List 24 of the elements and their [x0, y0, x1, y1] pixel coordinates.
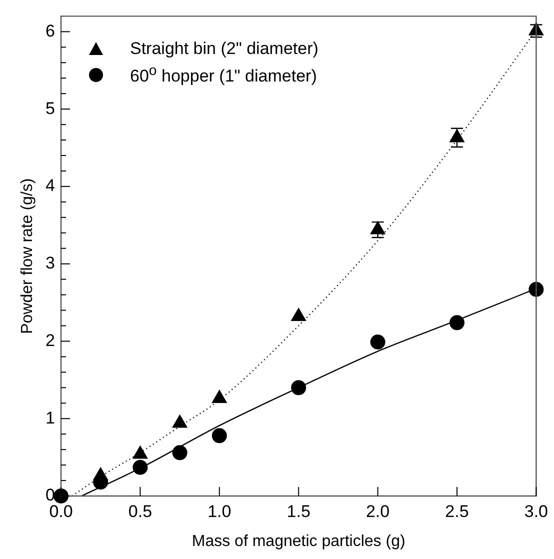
x-tick-label: 2.5: [445, 502, 469, 521]
point: [212, 428, 227, 444]
point: [449, 315, 464, 330]
y-tick-label: 5: [46, 98, 55, 118]
point: [132, 460, 148, 475]
x-tick-label: 3.0: [524, 502, 548, 521]
y-tick-label: 1: [46, 408, 55, 428]
y-tick-label: 6: [46, 21, 55, 40]
point: [291, 380, 306, 396]
point: [172, 445, 188, 460]
legend-label: 60$^{o}$ hopper (1" diameter): [130, 63, 317, 87]
point: [370, 334, 386, 350]
x-tick-label: 1.0: [208, 502, 232, 521]
y-tick-label: 3: [46, 254, 55, 273]
y-tick-label: 2: [46, 330, 55, 350]
point: [291, 308, 306, 321]
y-axis-title: Powder flow rate (g/s): [19, 178, 36, 334]
x-tick-label: 0.5: [128, 502, 152, 521]
x-axis-title: Mass of magnetic particles (g): [192, 532, 406, 550]
point: [54, 488, 68, 504]
legend-label: Straight bin (2" diameter): [130, 39, 318, 59]
x-tick-label: 1.5: [286, 502, 310, 521]
y-tick-label: 4: [46, 176, 55, 196]
x-tick-label: 2.0: [366, 502, 390, 521]
